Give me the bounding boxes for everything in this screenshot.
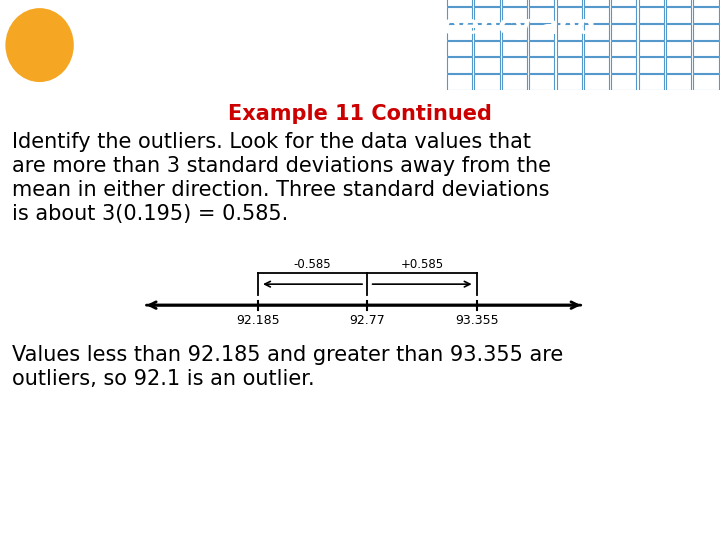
- Text: Measures of Central Tendency and: Measures of Central Tendency and: [83, 14, 595, 40]
- Text: 92.185: 92.185: [236, 314, 279, 327]
- Text: Holt McDougal Algebra 2: Holt McDougal Algebra 2: [9, 514, 202, 528]
- Text: 93.355: 93.355: [455, 314, 499, 327]
- Text: +0.585: +0.585: [400, 258, 444, 271]
- Text: Values less than 92.185 and greater than 93.355 are: Values less than 92.185 and greater than…: [12, 345, 563, 365]
- Ellipse shape: [5, 8, 74, 82]
- Text: is about 3(0.195) = 0.585.: is about 3(0.195) = 0.585.: [12, 204, 288, 224]
- Text: Identify the outliers. Look for the data values that: Identify the outliers. Look for the data…: [12, 132, 531, 152]
- Text: Variation: Variation: [83, 55, 218, 80]
- Text: are more than 3 standard deviations away from the: are more than 3 standard deviations away…: [12, 156, 551, 176]
- Text: mean in either direction. Three standard deviations: mean in either direction. Three standard…: [12, 180, 549, 200]
- Text: 92.77: 92.77: [349, 314, 385, 327]
- Text: Copyright © by Holt Mc Dougal. All Rights Reserved.: Copyright © by Holt Mc Dougal. All Right…: [329, 514, 711, 527]
- Text: -0.585: -0.585: [294, 258, 331, 271]
- Text: Example 11 Continued: Example 11 Continued: [228, 104, 492, 124]
- Text: outliers, so 92.1 is an outlier.: outliers, so 92.1 is an outlier.: [12, 369, 315, 389]
